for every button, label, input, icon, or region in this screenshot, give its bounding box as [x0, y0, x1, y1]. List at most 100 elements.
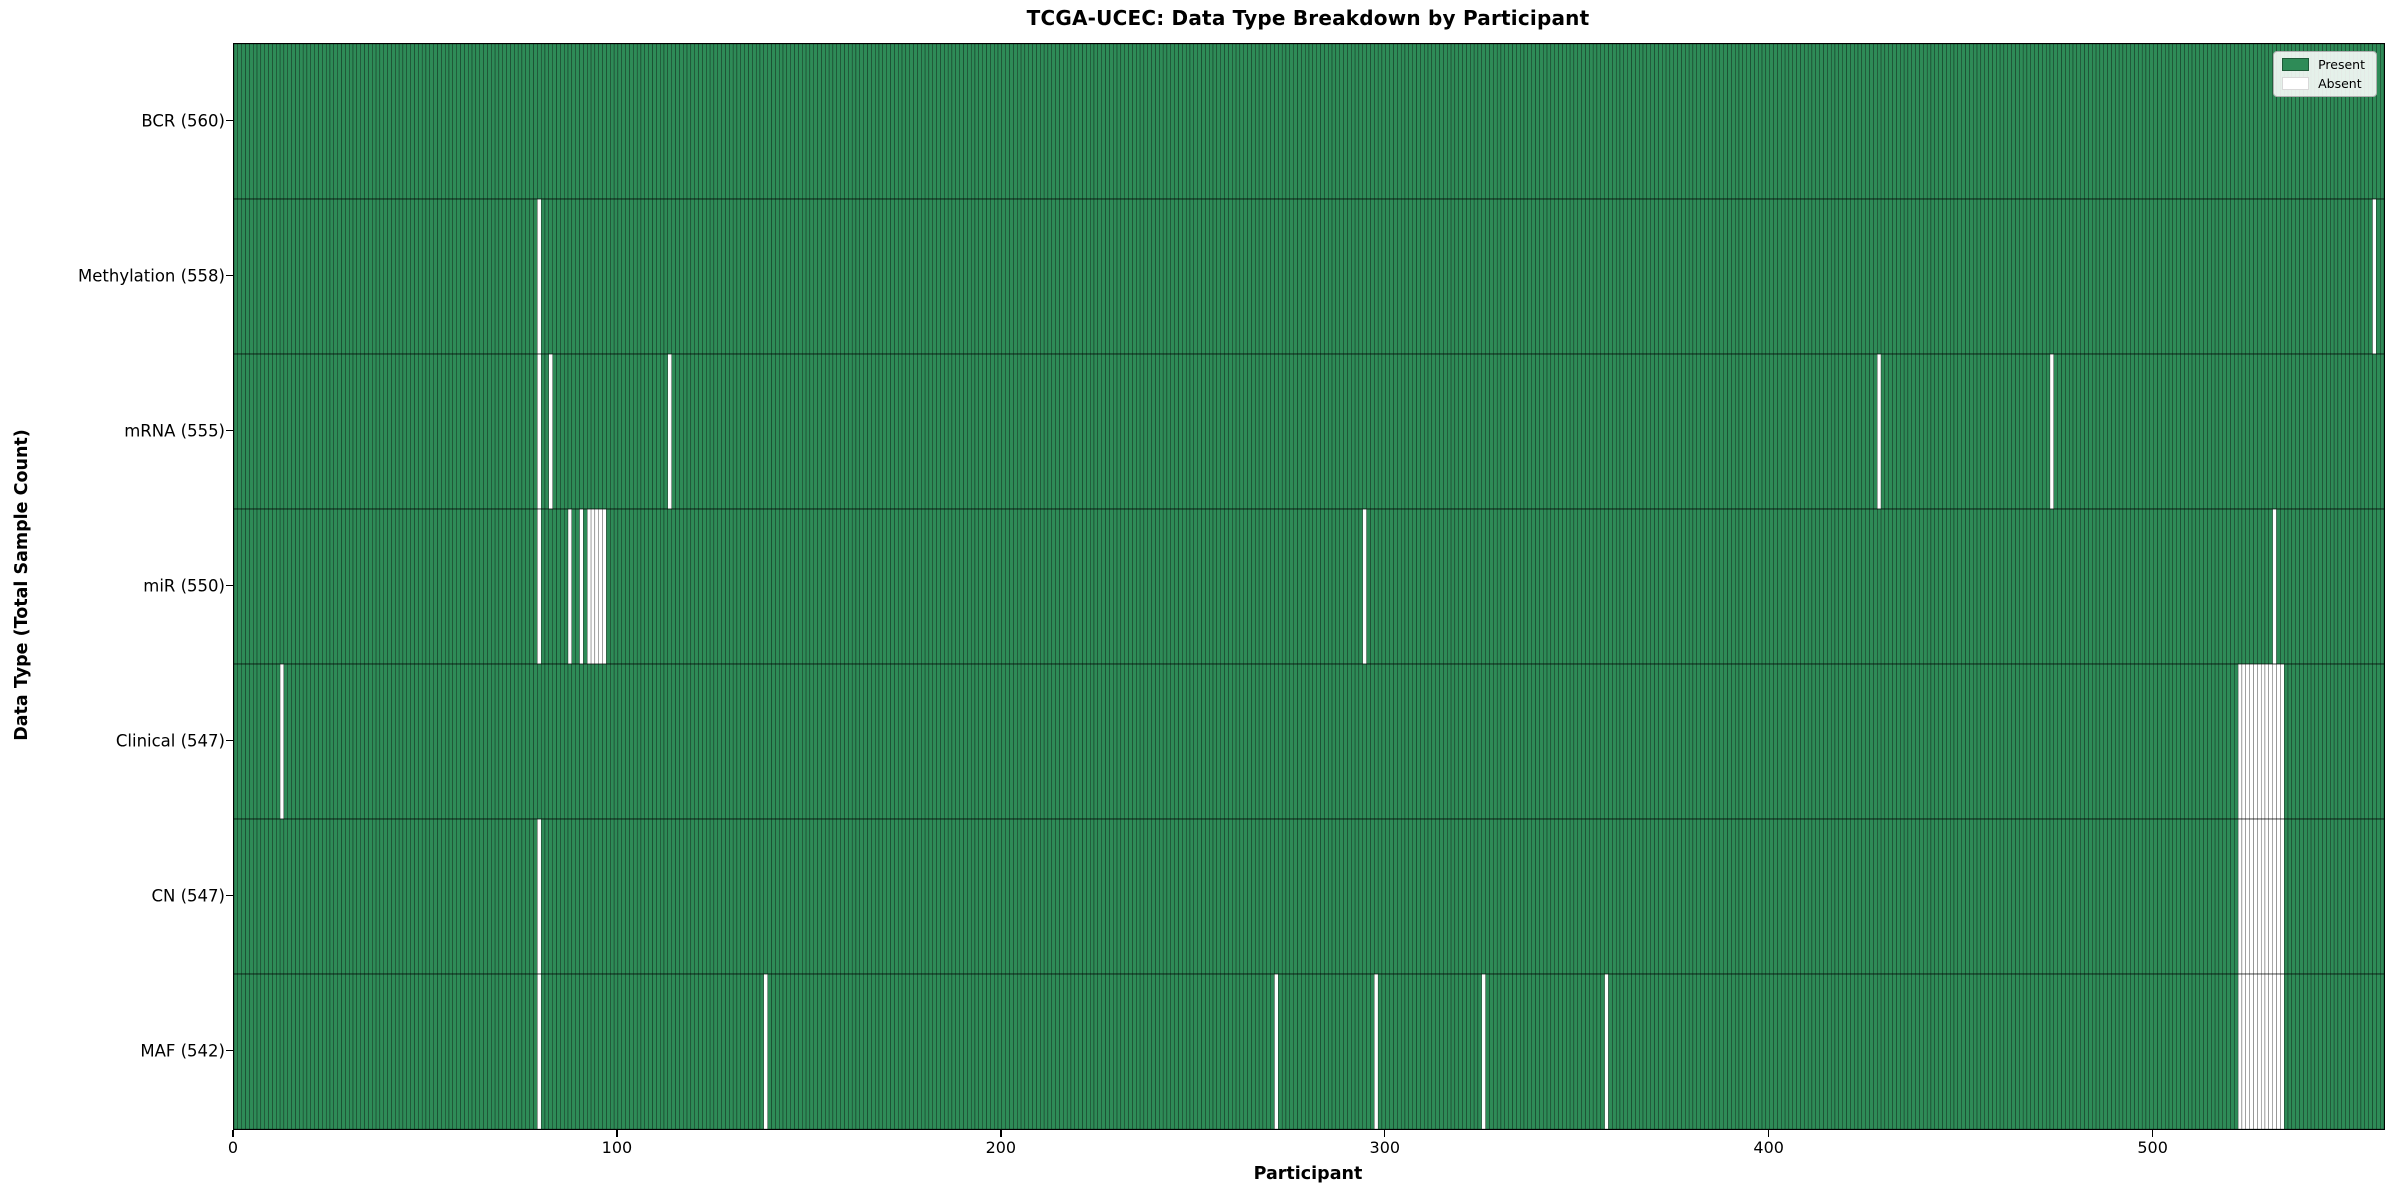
ytick-mark — [226, 274, 233, 277]
absent-bar — [2272, 663, 2277, 820]
absent-bar — [537, 973, 542, 1129]
plot-area: Present Absent — [233, 43, 2385, 1130]
absent-bar — [2280, 973, 2285, 1129]
absent-bar — [2372, 198, 2377, 355]
xtick-label-300: 300 — [1369, 1138, 1401, 1157]
absent-bar — [2237, 663, 2243, 820]
ytick-mark — [226, 894, 233, 897]
absent-bar — [2260, 663, 2266, 820]
chart-title: TCGA-UCEC: Data Type Breakdown by Partic… — [1026, 6, 1590, 30]
x-axis-label: Participant — [1253, 1164, 1363, 1184]
absent-bar — [587, 508, 592, 665]
absent-bar — [1274, 973, 1279, 1129]
xtick-mark — [1000, 1129, 1002, 1137]
ytick-mark — [226, 429, 233, 432]
absent-bar — [2276, 818, 2281, 975]
row-methylation — [234, 198, 2384, 355]
absent-bar — [2272, 973, 2277, 1129]
absent-bar — [2049, 353, 2054, 510]
legend-label-absent: Absent — [2318, 76, 2362, 91]
row-maf — [234, 973, 2384, 1129]
absent-bar — [2245, 818, 2250, 975]
xtick-label-0: 0 — [227, 1138, 239, 1157]
ytick-label-methylation: Methylation (558) — [78, 266, 225, 285]
xtick-label-100: 100 — [601, 1138, 633, 1157]
absent-bar — [537, 198, 542, 355]
absent-bar — [2237, 973, 2243, 1129]
row-clinical — [234, 663, 2384, 820]
ytick-mark — [226, 584, 233, 587]
absent-bar — [602, 508, 607, 665]
absent-bar — [2280, 818, 2285, 975]
absent-bar — [2249, 663, 2254, 820]
xtick-label-400: 400 — [1753, 1138, 1784, 1157]
row-mrna — [234, 353, 2384, 510]
absent-bar — [2264, 973, 2269, 1129]
absent-bar — [2272, 508, 2277, 665]
absent-bar — [548, 353, 553, 510]
absent-bar — [1362, 508, 1367, 665]
absent-bar — [2268, 663, 2273, 820]
absent-bar — [2257, 818, 2262, 975]
absent-bar — [2268, 973, 2273, 1129]
absent-bar — [2241, 973, 2246, 1129]
absent-bar — [667, 353, 672, 510]
absent-bar — [279, 663, 285, 820]
absent-bar — [2272, 818, 2277, 975]
absent-bar — [1604, 973, 1609, 1129]
absent-bar — [537, 818, 542, 975]
absent-bar — [2260, 818, 2266, 975]
row-bcr — [234, 44, 2384, 200]
ytick-label-clinical: Clinical (547) — [115, 731, 225, 750]
xtick-label-500: 500 — [2137, 1138, 2168, 1157]
absent-bar — [1481, 973, 1486, 1129]
ytick-label-mrna: mRNA (555) — [124, 421, 225, 440]
absent-bar — [2276, 973, 2281, 1129]
xtick-label-200: 200 — [985, 1138, 1017, 1157]
absent-bar — [2249, 973, 2254, 1129]
absent-bar — [2241, 663, 2246, 820]
absent-bar — [1374, 973, 1379, 1129]
xtick-mark — [1384, 1129, 1386, 1137]
y-axis-label: Data Type (Total Sample Count) — [12, 429, 32, 741]
absent-bar — [598, 508, 603, 665]
absent-bar — [2264, 818, 2269, 975]
legend-item-present: Present — [2282, 58, 2365, 71]
absent-bar — [2253, 973, 2258, 1129]
absent-bar — [2260, 973, 2266, 1129]
absent-bar — [2245, 663, 2250, 820]
absent-bar — [537, 508, 542, 665]
absent-bar — [2253, 663, 2258, 820]
xtick-mark — [232, 1129, 234, 1137]
absent-bar — [2249, 818, 2254, 975]
row-mir — [234, 508, 2384, 665]
ytick-label-cn: CN (547) — [151, 886, 225, 905]
presence-matrix — [234, 44, 2384, 1129]
absent-bar — [2237, 818, 2243, 975]
ytick-label-maf: MAF (542) — [140, 1041, 225, 1060]
absent-swatch-icon — [2282, 77, 2310, 90]
absent-bar — [1877, 353, 1882, 510]
absent-bar — [2264, 663, 2269, 820]
absent-bar — [2253, 818, 2258, 975]
ytick-label-bcr: BCR (560) — [141, 111, 225, 130]
absent-bar — [590, 508, 596, 665]
present-swatch-icon — [2282, 58, 2310, 71]
absent-bar — [579, 508, 584, 665]
absent-bar — [2257, 973, 2262, 1129]
absent-bar — [2257, 663, 2262, 820]
absent-bar — [594, 508, 599, 665]
absent-bar — [2241, 818, 2246, 975]
legend: Present Absent — [2273, 51, 2377, 97]
absent-bar — [2268, 818, 2273, 975]
legend-item-absent: Absent — [2282, 77, 2365, 90]
legend-label-present: Present — [2318, 57, 2365, 72]
ytick-mark — [226, 119, 233, 122]
xtick-mark — [2151, 1129, 2154, 1137]
ytick-label-mir: miR (550) — [143, 576, 225, 595]
absent-bar — [537, 353, 542, 510]
absent-bar — [763, 973, 768, 1129]
absent-bar — [2276, 663, 2281, 820]
ytick-mark — [226, 1049, 233, 1052]
